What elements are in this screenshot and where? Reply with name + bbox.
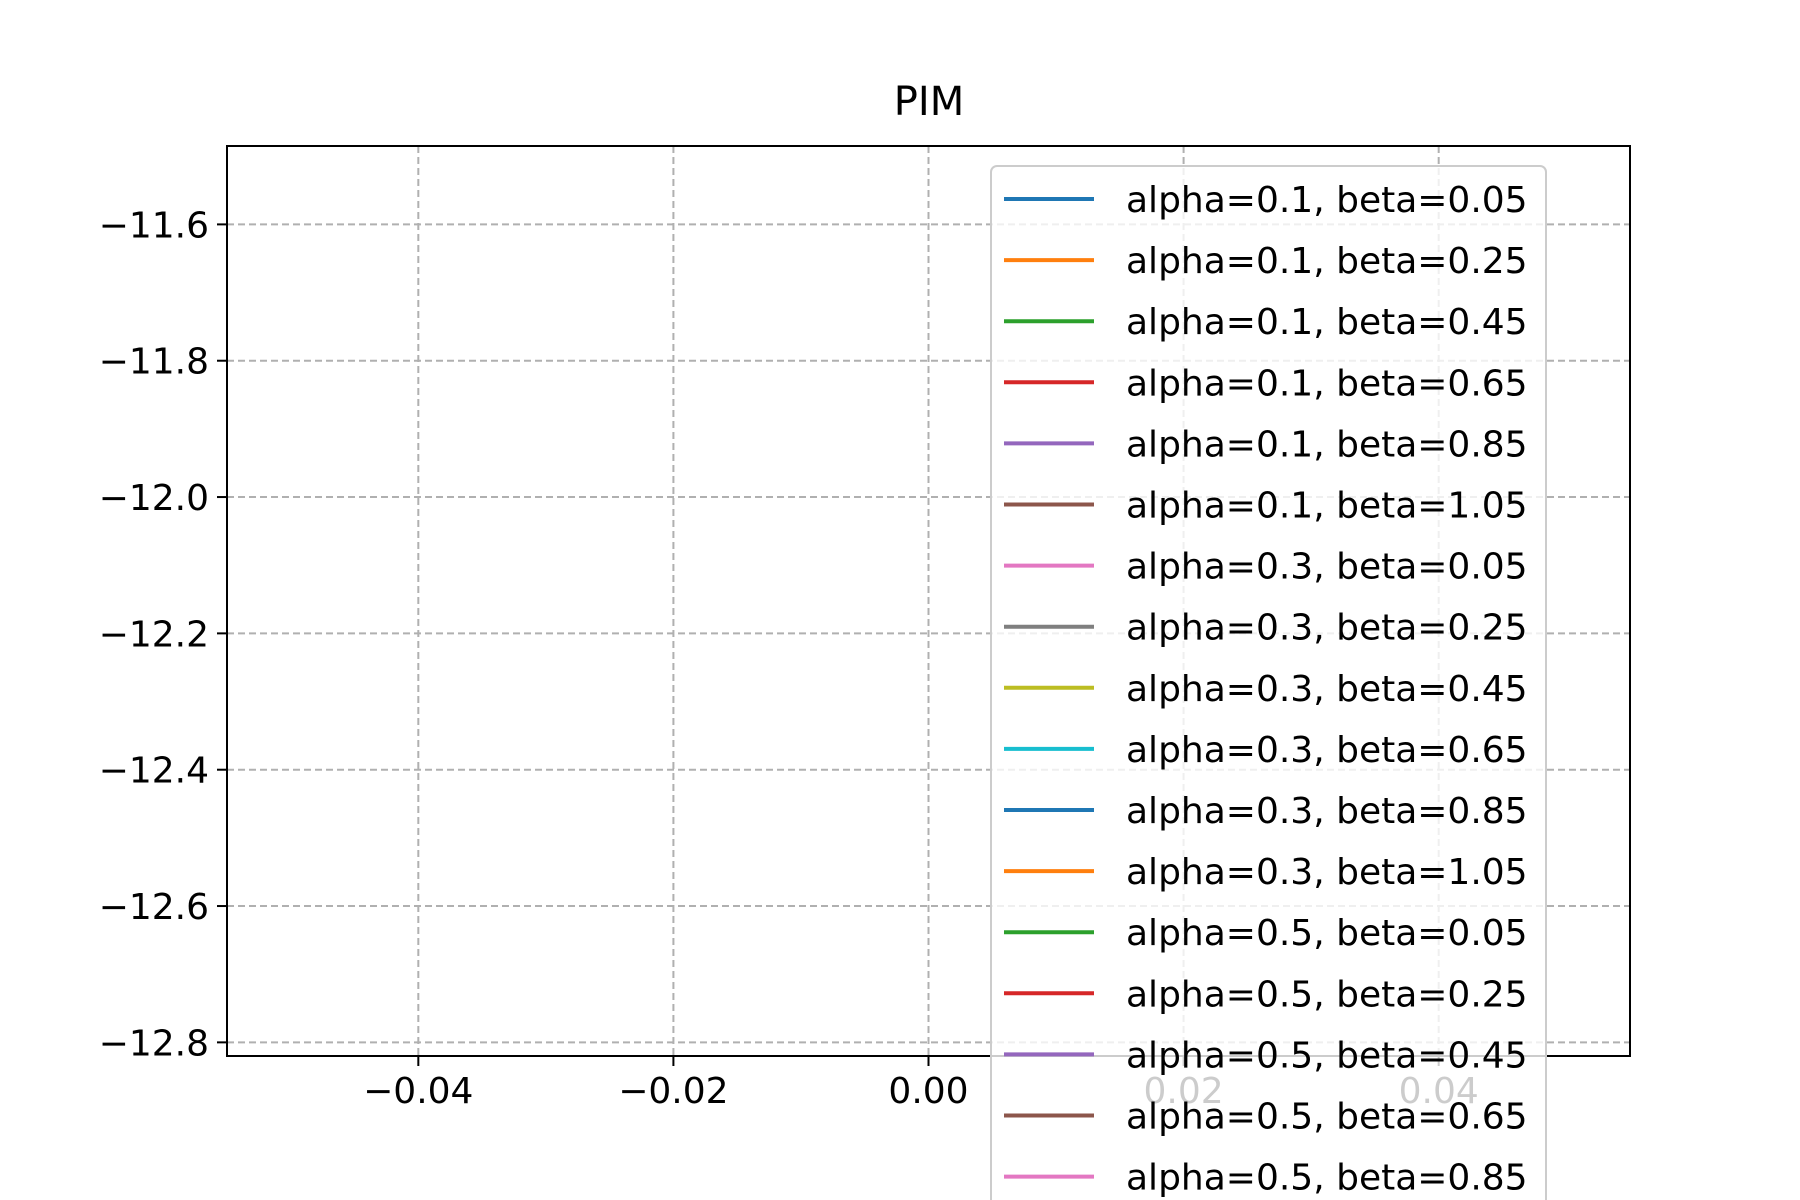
legend-label: alpha=0.1, beta=1.05 (1126, 486, 1528, 527)
legend-label: alpha=0.5, beta=0.85 (1126, 1158, 1528, 1199)
legend-label: alpha=0.5, beta=0.25 (1126, 974, 1528, 1015)
legend-label: alpha=0.3, beta=0.05 (1126, 547, 1528, 588)
legend-label: alpha=0.5, beta=0.65 (1126, 1097, 1528, 1138)
y-tick-label: −12.0 (99, 478, 209, 519)
x-tick-label: 0.00 (888, 1071, 968, 1112)
legend-label: alpha=0.5, beta=0.45 (1126, 1035, 1528, 1076)
y-tick-label: −12.8 (99, 1023, 209, 1064)
y-tick-label: −11.8 (99, 342, 209, 383)
y-tick-label: −12.2 (99, 614, 209, 655)
legend-label: alpha=0.1, beta=0.45 (1126, 302, 1528, 343)
legend-label: alpha=0.3, beta=0.65 (1126, 730, 1528, 771)
x-tick-label: −0.04 (363, 1071, 473, 1112)
chart-title: PIM (894, 79, 964, 125)
legend: alpha=0.1, beta=0.05 alpha=0.1, beta=0.25… (990, 165, 1547, 1200)
y-tick-label: −12.4 (99, 751, 209, 792)
x-tick-label: −0.02 (618, 1071, 728, 1112)
legend-label: alpha=0.3, beta=0.25 (1126, 608, 1528, 649)
legend-label: alpha=0.3, beta=0.85 (1126, 791, 1528, 832)
legend-label: alpha=0.3, beta=0.45 (1126, 669, 1528, 710)
legend-label: alpha=0.5, beta=0.05 (1126, 913, 1528, 954)
legend-label: alpha=0.1, beta=0.65 (1126, 363, 1528, 404)
legend-frame (990, 165, 1547, 1200)
legend-label: alpha=0.1, beta=0.85 (1126, 424, 1528, 465)
legend-label: alpha=0.3, beta=1.05 (1126, 852, 1528, 893)
legend-label: alpha=0.1, beta=0.25 (1126, 241, 1528, 282)
legend-label: alpha=0.1, beta=0.05 (1126, 180, 1528, 221)
y-tick-label: −11.6 (99, 205, 209, 246)
y-tick-label: −12.6 (99, 887, 209, 928)
